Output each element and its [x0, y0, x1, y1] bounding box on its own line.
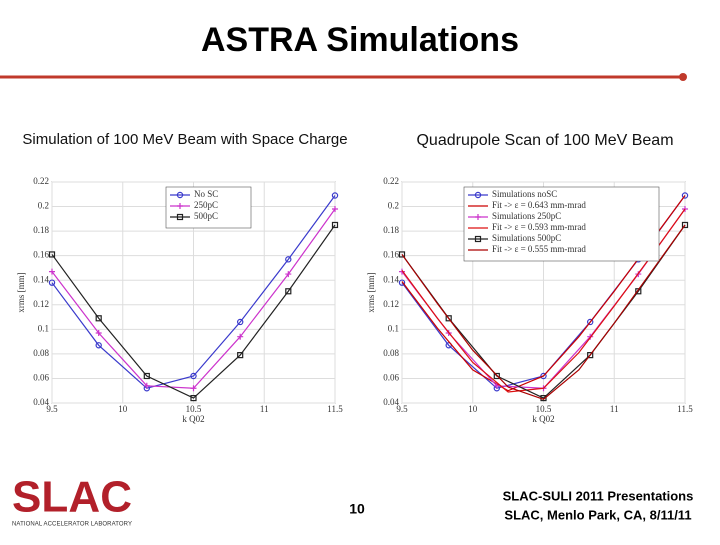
legend-label: Fit -> ε = 0.643 mm-mrad	[492, 200, 586, 210]
y-tick-label: 0.04	[383, 397, 399, 407]
chart-title: Simulation of 100 MeV Beam with Space Ch…	[22, 131, 347, 148]
marker	[48, 251, 56, 258]
x-tick-label: 10.5	[536, 404, 552, 414]
x-tick-label: 11	[610, 404, 619, 414]
marker	[49, 268, 55, 275]
legend-marker	[176, 191, 184, 199]
x-tick-label: 10.5	[186, 404, 202, 414]
marker	[285, 271, 292, 278]
y-tick-label: 0.14	[383, 274, 399, 284]
marker	[143, 372, 150, 380]
legend-label: No SC	[194, 189, 218, 199]
series-line	[401, 224, 686, 400]
legend-label: 500pC	[194, 211, 218, 221]
marker	[331, 221, 339, 229]
marker	[399, 268, 405, 275]
marker	[95, 315, 102, 322]
legend-label: Simulations 500pC	[492, 233, 561, 243]
y-tick-label: 0.04	[33, 397, 49, 407]
marker	[190, 394, 197, 402]
marker	[681, 192, 689, 199]
marker	[190, 372, 197, 380]
y-tick-label: 0.1	[388, 323, 399, 333]
y-tick-label: 0.08	[383, 348, 399, 358]
marker	[540, 372, 547, 380]
marker	[681, 221, 689, 229]
y-tick-label: 0.1	[38, 323, 49, 333]
y-tick-label: 0.18	[33, 225, 49, 235]
legend-label: Fit -> ε = 0.555 mm-mrad	[492, 244, 586, 254]
y-tick-label: 0.16	[383, 250, 399, 260]
legend-label: 250pC	[194, 200, 218, 210]
slide-title: ASTRA Simulations	[201, 21, 519, 59]
marker	[95, 342, 102, 349]
legend-label: Fit -> ε = 0.593 mm-mrad	[492, 222, 586, 232]
x-axis-label: k Q02	[532, 414, 554, 424]
legend-label: Simulations 250pC	[492, 211, 561, 221]
y-tick-label: 0.08	[33, 348, 49, 358]
y-tick-label: 0.22	[383, 176, 399, 186]
legend-marker	[177, 203, 183, 209]
series-line	[51, 195, 336, 389]
legend-marker	[176, 213, 184, 221]
x-tick-label: 11	[260, 404, 269, 414]
marker	[237, 352, 244, 359]
marker	[635, 288, 642, 295]
marker	[445, 315, 452, 322]
logo: SLAC	[12, 473, 132, 522]
x-tick-label: 11.5	[327, 404, 343, 414]
marker	[493, 372, 500, 380]
title-rule-dot	[679, 73, 687, 81]
y-tick-label: 0.12	[383, 299, 399, 309]
marker	[48, 279, 56, 286]
marker	[190, 385, 197, 392]
marker	[237, 333, 244, 340]
logo-subtitle: NATIONAL ACCELERATOR LABORATORY	[12, 522, 132, 528]
marker	[285, 288, 292, 295]
y-tick-label: 0.22	[33, 176, 49, 186]
x-axis-label: k Q02	[182, 414, 204, 424]
chart-title: Quadrupole Scan of 100 MeV Beam	[416, 132, 673, 149]
y-tick-label: 0.2	[38, 201, 49, 211]
y-tick-label: 0.2	[388, 201, 399, 211]
marker	[236, 318, 244, 326]
legend-box	[463, 186, 660, 262]
marker	[398, 279, 406, 286]
y-tick-label: 0.06	[33, 373, 49, 383]
x-tick-label: 11.5	[677, 404, 693, 414]
marker	[682, 206, 688, 213]
y-axis-label: xrms [mm]	[366, 272, 376, 312]
x-tick-label: 10	[118, 404, 128, 414]
x-tick-label: 9.5	[396, 404, 408, 414]
series-line	[401, 208, 686, 393]
marker	[493, 382, 500, 389]
y-tick-label: 0.06	[383, 373, 399, 383]
y-tick-label: 0.14	[33, 274, 49, 284]
marker	[586, 318, 594, 326]
y-tick-label: 0.16	[33, 250, 49, 260]
marker	[143, 382, 150, 389]
marker	[587, 352, 594, 359]
marker	[398, 251, 406, 258]
footer-line: SLAC, Menlo Park, CA, 8/11/11	[504, 507, 691, 522]
marker	[285, 256, 292, 263]
y-axis-label: xrms [mm]	[16, 272, 26, 312]
x-tick-label: 9.5	[46, 404, 58, 414]
legend-label: Simulations noSC	[492, 189, 557, 199]
y-tick-label: 0.12	[33, 299, 49, 309]
page-number: 10	[349, 501, 365, 517]
legend-marker	[474, 191, 482, 199]
legend-marker	[475, 214, 481, 220]
series-line	[51, 224, 336, 399]
footer-line: SLAC-SULI 2011 Presentations	[503, 488, 694, 503]
legend-marker	[474, 235, 482, 243]
x-tick-label: 10	[468, 404, 478, 414]
marker	[332, 206, 338, 213]
marker	[331, 192, 339, 199]
marker	[95, 330, 102, 337]
y-tick-label: 0.18	[383, 225, 399, 235]
